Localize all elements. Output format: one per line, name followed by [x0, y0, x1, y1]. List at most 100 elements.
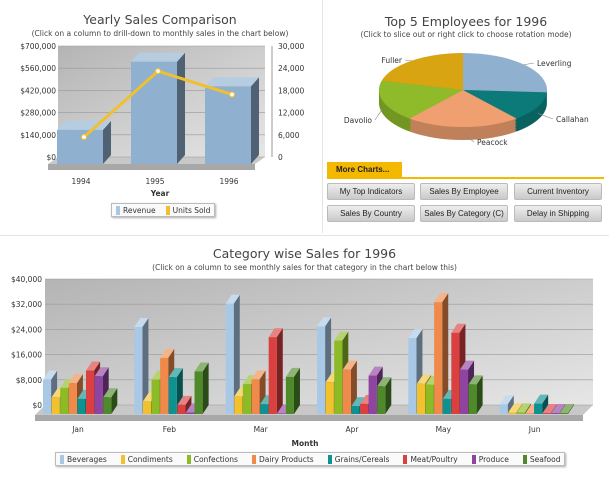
bar-front: [77, 398, 86, 414]
bar-front: [285, 376, 294, 414]
legend-item-revenue[interactable]: Revenue: [116, 205, 156, 215]
bar-front: [451, 332, 460, 414]
top-employees-pie-chart[interactable]: Leverling Callahan Peacock Davolio Fuller: [323, 40, 609, 160]
revenue-bar[interactable]: [57, 120, 111, 164]
plot-floor-edge: [35, 415, 583, 421]
y-tick-label: $140,000: [20, 131, 56, 140]
legend-item[interactable]: Grains/Cereals: [327, 454, 390, 464]
bar-top: [351, 397, 366, 407]
bar-front: [325, 382, 334, 414]
legend-item[interactable]: Confections: [186, 454, 238, 464]
revenue-bar[interactable]: [205, 77, 259, 164]
bar-side: [524, 403, 531, 414]
bar-side: [567, 404, 574, 414]
pie-slice-label: Davolio: [344, 116, 373, 125]
bar-beverages[interactable]: [499, 395, 514, 414]
yearly-sales-chart[interactable]: $0 0 $140,000 6,000 $280,000 12,000 $420,000 18…: [0, 0, 322, 235]
y-tick-label: $16,000: [11, 351, 42, 360]
bar-front: [342, 369, 351, 414]
bar-side: [111, 388, 118, 414]
current-inventory-button[interactable]: Current Inventory: [514, 183, 602, 200]
bar-dairy-products[interactable]: [434, 293, 449, 414]
bar-side: [185, 395, 192, 414]
pie-slice-peacock[interactable]: [409, 90, 517, 128]
pie-slice-davolio[interactable]: [379, 80, 463, 119]
bar-seafood[interactable]: [377, 377, 392, 414]
bar-top: [434, 293, 449, 303]
category-chart-title: Category wise Sales for 1996: [212, 246, 397, 261]
y2-tick-label: 0: [278, 153, 283, 162]
legend-item[interactable]: Condiments: [120, 454, 173, 464]
bar-beverages[interactable]: [225, 294, 240, 414]
legend-item[interactable]: Dairy Products: [251, 454, 314, 464]
bar-front: [334, 340, 343, 414]
sales-by-employee-button[interactable]: Sales By Employee: [420, 183, 508, 200]
pie-slice-label: Callahan: [556, 115, 589, 124]
bar-top: [194, 362, 209, 372]
y2-tick-label: 30,000: [278, 42, 304, 51]
legend-item[interactable]: Produce: [471, 454, 509, 464]
bar-front: [468, 384, 477, 414]
bar-top: [103, 388, 118, 398]
bar-side: [202, 362, 209, 414]
pie-slice-callahan[interactable]: [463, 90, 547, 119]
bar-confections[interactable]: [516, 403, 531, 414]
sales-by-category-button[interactable]: Sales By Category (C): [420, 205, 508, 222]
y2-tick-label: 6,000: [278, 131, 300, 140]
units-sold-point[interactable]: [228, 91, 236, 98]
bar-front: [559, 413, 568, 414]
bar-top: [368, 366, 383, 376]
x-tick-label: Jun: [528, 425, 541, 434]
bar-grains-cereals[interactable]: [534, 394, 549, 414]
legend-item[interactable]: Meat/Poultry: [403, 454, 458, 464]
bar-meat-poultry[interactable]: [268, 328, 283, 414]
bar-side: [276, 328, 283, 414]
bar-side: [559, 404, 566, 414]
delay-in-shipping-button[interactable]: Delay in Shipping: [514, 205, 602, 222]
pie-slice-leverling[interactable]: [463, 53, 547, 93]
bar-beverages[interactable]: [134, 318, 149, 414]
bar-seafood[interactable]: [559, 404, 574, 414]
legend-item[interactable]: Beverages: [60, 454, 107, 464]
bar-seafood[interactable]: [194, 362, 209, 414]
yearly-x-axis-title: Year: [150, 189, 170, 198]
bar-front: [416, 383, 426, 414]
bar-meat-poultry[interactable]: [542, 404, 557, 414]
sales-by-country-button[interactable]: Sales By Country: [327, 205, 415, 222]
legend-item[interactable]: Seafood: [522, 454, 560, 464]
units-sold-point[interactable]: [80, 133, 88, 141]
bar-produce[interactable]: [551, 404, 566, 414]
bar-top: [225, 294, 240, 304]
bar-side: [142, 318, 149, 414]
bar-front: [60, 387, 69, 414]
plot-floor-edge: [48, 164, 255, 170]
bar-top: [416, 374, 432, 384]
legend-item-units-sold[interactable]: Units Sold: [165, 205, 210, 215]
my-top-indicators-button[interactable]: My Top Indicators: [327, 183, 415, 200]
bar-side: [385, 377, 392, 414]
bar-top: [508, 403, 523, 413]
bar-front: [43, 379, 52, 414]
x-tick-label: Apr: [346, 425, 360, 434]
category-sales-chart[interactable]: $0 $8,000 $16,000 $24,000 $32,000 $40,000 Jan F…: [0, 270, 609, 440]
bar-meat-poultry[interactable]: [177, 395, 192, 414]
bar-top: [268, 328, 283, 338]
bar-seafood[interactable]: [285, 367, 300, 414]
y-tick-label: $420,000: [20, 86, 56, 95]
bar-front: [551, 413, 560, 414]
bar-side: [251, 77, 259, 164]
legend-label: Grains/Cereals: [334, 454, 390, 464]
units-sold-point[interactable]: [154, 68, 162, 75]
bar-side: [542, 394, 549, 414]
bar-top: [43, 370, 58, 380]
pie-slice-label: Fuller: [381, 56, 402, 65]
pie-label-connector: [537, 113, 554, 120]
bar-seafood[interactable]: [468, 375, 483, 414]
yearly-legend: Revenue Units Sold: [111, 203, 216, 217]
pie-slice-fuller[interactable]: [381, 53, 463, 90]
bar-front: [442, 398, 451, 414]
legend-label: Meat/Poultry: [410, 454, 458, 464]
legend-label: Confections: [193, 454, 238, 464]
bar-seafood[interactable]: [103, 388, 118, 414]
more-charts-tab[interactable]: More Charts...: [327, 162, 402, 178]
